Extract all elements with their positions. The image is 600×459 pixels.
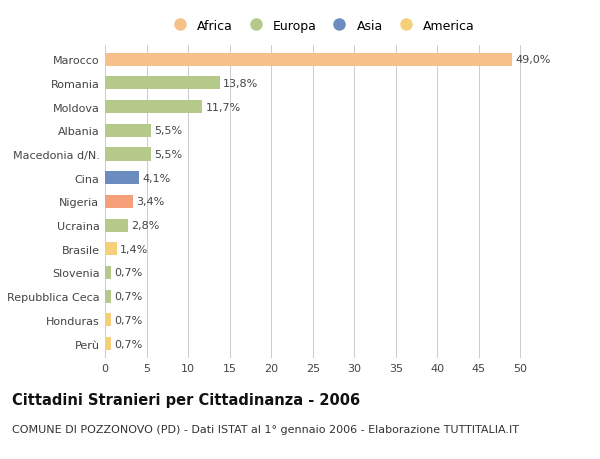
Text: 5,5%: 5,5%: [154, 126, 182, 136]
Text: 0,7%: 0,7%: [114, 291, 142, 302]
Text: 49,0%: 49,0%: [515, 55, 551, 65]
Bar: [105, 77, 220, 90]
Bar: [105, 124, 151, 138]
Text: 2,8%: 2,8%: [131, 221, 160, 230]
Bar: [105, 172, 139, 185]
Text: 0,7%: 0,7%: [114, 268, 142, 278]
Bar: [105, 148, 151, 161]
Bar: [105, 243, 116, 256]
Bar: [105, 196, 133, 208]
Bar: [105, 54, 512, 67]
Bar: [105, 337, 111, 350]
Text: 5,5%: 5,5%: [154, 150, 182, 160]
Legend: Africa, Europa, Asia, America: Africa, Europa, Asia, America: [163, 16, 479, 37]
Text: 13,8%: 13,8%: [223, 79, 258, 89]
Bar: [105, 290, 111, 303]
Bar: [105, 219, 128, 232]
Bar: [105, 101, 202, 114]
Text: 1,4%: 1,4%: [120, 244, 148, 254]
Text: 0,7%: 0,7%: [114, 315, 142, 325]
Bar: [105, 313, 111, 327]
Text: 3,4%: 3,4%: [137, 197, 165, 207]
Text: 4,1%: 4,1%: [142, 174, 170, 183]
Text: 0,7%: 0,7%: [114, 339, 142, 349]
Text: COMUNE DI POZZONOVO (PD) - Dati ISTAT al 1° gennaio 2006 - Elaborazione TUTTITAL: COMUNE DI POZZONOVO (PD) - Dati ISTAT al…: [12, 425, 519, 435]
Text: 11,7%: 11,7%: [206, 102, 241, 112]
Text: Cittadini Stranieri per Cittadinanza - 2006: Cittadini Stranieri per Cittadinanza - 2…: [12, 392, 360, 408]
Bar: [105, 266, 111, 280]
